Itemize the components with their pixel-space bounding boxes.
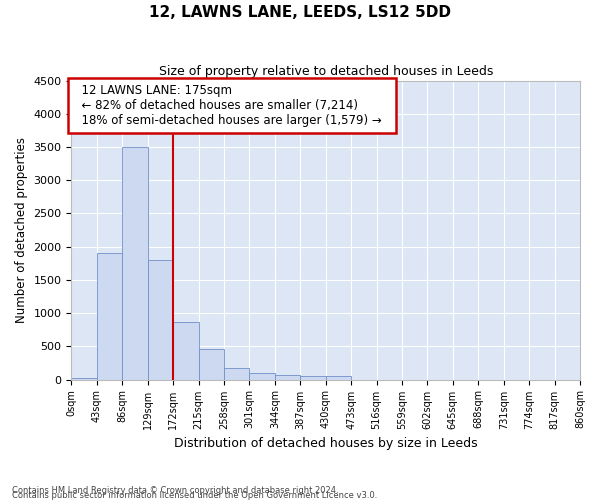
Text: 12 LAWNS LANE: 175sqm  
  ← 82% of detached houses are smaller (7,214)  
  18% o: 12 LAWNS LANE: 175sqm ← 82% of detached … xyxy=(74,84,389,127)
X-axis label: Distribution of detached houses by size in Leeds: Distribution of detached houses by size … xyxy=(174,437,478,450)
Bar xyxy=(250,374,275,380)
Bar xyxy=(300,376,326,380)
Text: Contains public sector information licensed under the Open Government Licence v3: Contains public sector information licen… xyxy=(12,491,377,500)
Bar xyxy=(275,376,300,380)
Bar xyxy=(122,147,148,380)
Text: 12, LAWNS LANE, LEEDS, LS12 5DD: 12, LAWNS LANE, LEEDS, LS12 5DD xyxy=(149,5,451,20)
Bar xyxy=(199,349,224,380)
Bar xyxy=(97,254,122,380)
Bar xyxy=(148,260,173,380)
Bar xyxy=(326,376,351,380)
Bar xyxy=(71,378,97,380)
Y-axis label: Number of detached properties: Number of detached properties xyxy=(15,137,28,323)
Bar xyxy=(224,368,250,380)
Bar xyxy=(173,322,199,380)
Text: Contains HM Land Registry data © Crown copyright and database right 2024.: Contains HM Land Registry data © Crown c… xyxy=(12,486,338,495)
Title: Size of property relative to detached houses in Leeds: Size of property relative to detached ho… xyxy=(158,65,493,78)
